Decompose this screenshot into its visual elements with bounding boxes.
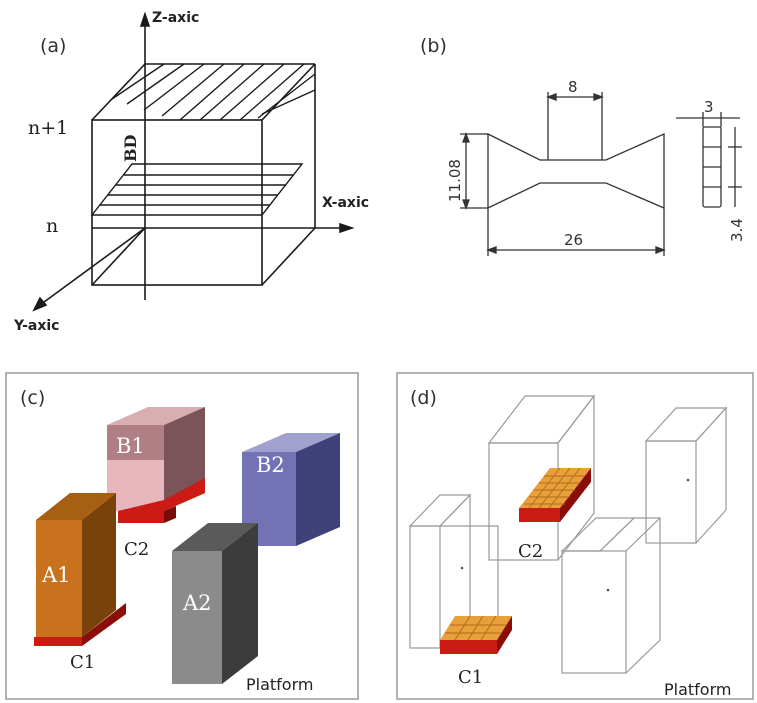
wire-box-right	[644, 406, 728, 544]
panel-d-wireframes	[408, 394, 728, 674]
dim-height-label: 11.08	[446, 159, 464, 202]
block-a2-label: A2	[182, 591, 212, 615]
dim-thickness-label: 3	[704, 98, 714, 116]
panel-a	[32, 11, 355, 312]
support-c1-label: C1	[70, 652, 95, 673]
wire-box-center	[560, 517, 661, 674]
dim-gauge-label: 8	[568, 78, 578, 96]
panel-d-frame	[396, 372, 754, 700]
dim-side-label: 3.4	[728, 218, 746, 242]
middle-layer-plane	[90, 163, 304, 216]
lattice-support-c2	[519, 467, 591, 522]
panel-b	[460, 92, 742, 256]
block-a1	[34, 493, 126, 646]
y-axis-label: Y-axic	[13, 318, 59, 334]
support-c2-d-label: C2	[518, 541, 543, 562]
support-c2	[118, 511, 164, 523]
platform-c-label: Platform	[246, 675, 313, 694]
block-a1-label: A1	[41, 563, 71, 587]
panel-c-frame	[5, 372, 359, 700]
y-axis-arrow	[32, 296, 48, 312]
panel-a-label: (a)	[40, 35, 66, 57]
layer-n1-label: n+1	[28, 117, 68, 139]
block-b1	[107, 407, 205, 523]
platform-d-label: Platform	[664, 680, 731, 699]
panel-b-label: (b)	[420, 35, 447, 57]
z-axis-arrow	[139, 11, 151, 27]
z-axis-label: Z-axic	[152, 10, 199, 26]
support-c1	[34, 637, 82, 646]
dim-length-label: 26	[564, 231, 583, 249]
panel-d-label: (d)	[410, 387, 437, 409]
top-layer-hatch	[111, 63, 316, 121]
panel-c-label: (c)	[20, 387, 45, 409]
lattice-support-c1	[440, 615, 512, 654]
support-c1-d-label: C1	[458, 667, 483, 688]
block-b2-label: B2	[256, 453, 285, 477]
x-axis-label: X-axic	[322, 195, 369, 211]
block-b1-label: B1	[116, 434, 145, 458]
x-axis-arrow	[339, 222, 355, 234]
block-a2	[172, 523, 258, 684]
specimen-outline	[487, 132, 665, 210]
layer-n-label: n	[46, 215, 58, 237]
build-direction-label: BD	[121, 134, 140, 162]
support-c2-label: C2	[124, 539, 149, 560]
